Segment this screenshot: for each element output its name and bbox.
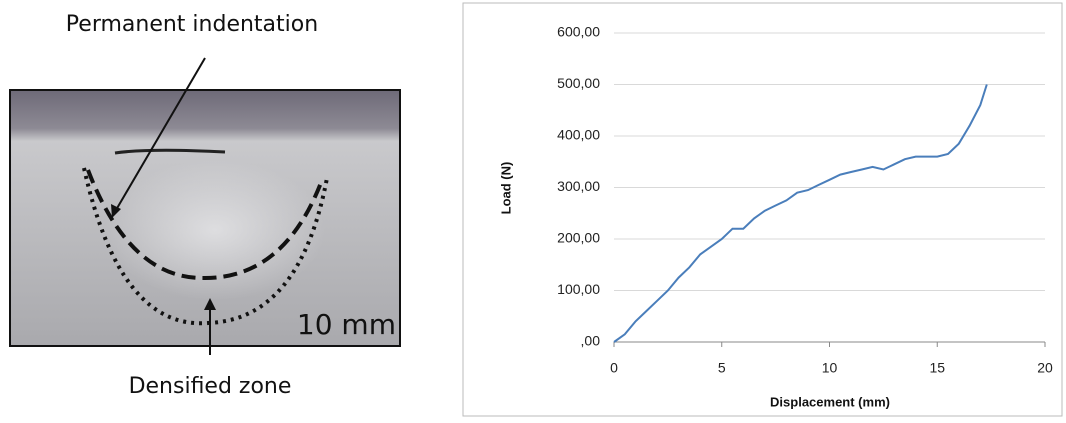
x-axis-label: Displacement (mm) (770, 394, 890, 409)
x-tick-label: 5 (718, 360, 726, 376)
y-tick-label: 500,00 (557, 75, 600, 91)
y-tick-label: 200,00 (557, 230, 600, 246)
scale-label: 10 mm (297, 308, 396, 341)
y-tick-label: 600,00 (557, 24, 600, 40)
bottom-label: Densified zone (129, 374, 292, 399)
x-tick-label: 0 (610, 360, 618, 376)
y-tick-label: 400,00 (557, 127, 600, 143)
data-line (614, 85, 987, 343)
chart-frame (463, 3, 1062, 416)
x-tick-label: 20 (1037, 360, 1053, 376)
y-tick-label: 100,00 (557, 281, 600, 297)
page: {"photo": {"top_label": "Permanent inden… (0, 0, 1066, 419)
top-label: Permanent indentation (66, 12, 318, 37)
x-tick-label: 10 (822, 360, 838, 376)
y-tick-label: 300,00 (557, 178, 600, 194)
y-tick-label: ,00 (581, 333, 601, 349)
y-axis-label: Load (N) (498, 162, 513, 215)
figure: Permanent indentation Densified zone 10 … (0, 0, 1066, 419)
photo: Permanent indentation Densified zone 10 … (10, 12, 400, 399)
x-tick-label: 15 (929, 360, 945, 376)
